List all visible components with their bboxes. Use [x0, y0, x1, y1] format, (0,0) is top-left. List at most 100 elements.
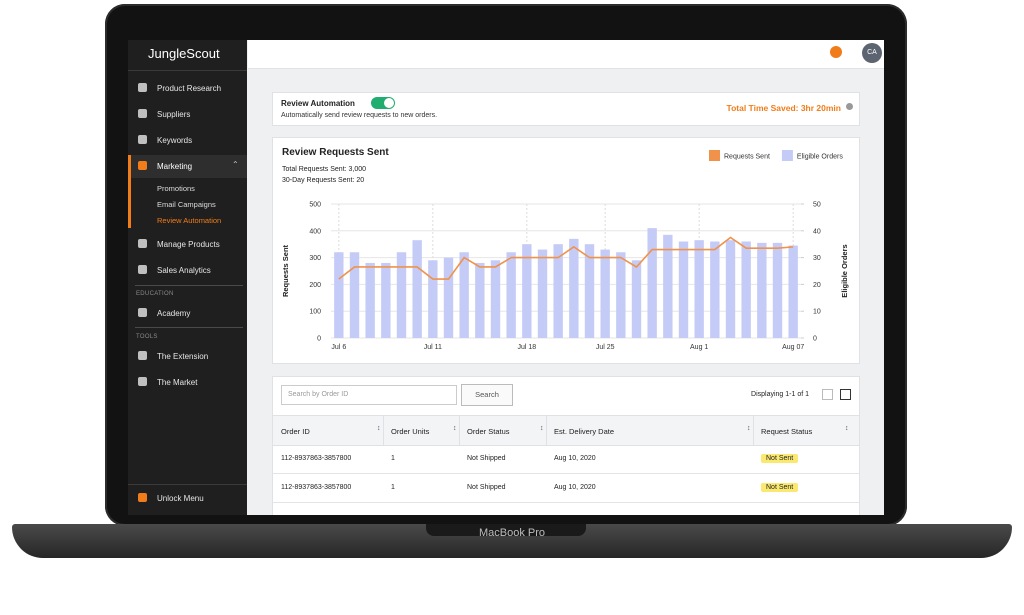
bar — [537, 249, 548, 338]
table-cell: 112-8937863-3857800 — [281, 455, 352, 462]
column-divider — [753, 416, 754, 445]
table-body: 112-8937863-3857800 1 Not Shipped Aug 10, 2… — [273, 445, 859, 515]
bar — [772, 242, 783, 338]
bar — [459, 252, 469, 338]
bar — [584, 244, 595, 338]
time-saved: Total Time Saved: 3hr 20min — [726, 103, 841, 113]
bar — [428, 260, 438, 338]
bar — [694, 240, 704, 338]
nav-item[interactable]: Marketing — [157, 162, 193, 171]
x-tick-label: Jul 11 — [424, 344, 442, 351]
avatar[interactable]: CA — [862, 43, 882, 63]
nav-item[interactable]: The Extension — [157, 352, 209, 361]
nav-item[interactable]: Suppliers — [157, 110, 191, 119]
orders-card: Search by Order ID Search Displaying 1-1… — [272, 376, 860, 515]
y-tick-label: 400 — [309, 228, 321, 235]
icon — [138, 493, 147, 502]
legend-swatch — [709, 150, 720, 161]
bar — [365, 262, 375, 338]
prev-page[interactable] — [822, 389, 833, 400]
y-tick-label: 500 — [309, 202, 321, 209]
sub-item[interactable]: Promotions — [157, 184, 195, 193]
table-cell: 1 — [391, 484, 395, 491]
search-button[interactable]: Search — [461, 384, 513, 406]
y2-tick-label: 40 — [813, 228, 821, 235]
y2-tick-label: 0 — [813, 336, 817, 343]
table-cell: Aug 10, 2020 — [554, 484, 596, 491]
bar — [412, 240, 422, 338]
next-page[interactable] — [840, 389, 851, 400]
x-tick-label: Aug 07 — [782, 344, 804, 351]
table-cell: 1 — [391, 455, 395, 462]
column-header[interactable]: Order Status — [467, 427, 510, 436]
sort-icon[interactable]: ↕ — [747, 425, 751, 432]
nav-item[interactable]: Academy — [157, 309, 191, 318]
bar — [443, 257, 454, 338]
legend-label: Requests Sent — [724, 154, 770, 161]
pagination: Displaying 1-1 of 1 — [751, 391, 809, 398]
table-cell: Not Shipped — [467, 455, 506, 462]
icon — [138, 109, 147, 118]
icon — [138, 239, 147, 248]
bar — [522, 244, 532, 338]
table-row: 112-8937863-3857800 1 Not Shipped Aug 10, 2… — [273, 474, 859, 503]
search-input[interactable]: Search by Order ID — [281, 385, 457, 405]
bar — [725, 240, 736, 338]
y-axis-title: Requests Sent — [281, 244, 290, 297]
bar — [569, 238, 579, 338]
chart-card: Review Requests Sent Total Requests Sent… — [272, 137, 860, 364]
table-header: Order ID ↕ Order Units ↕ Order Status ↕ Est. D… — [273, 415, 859, 446]
section-heading: TOOLS — [136, 334, 158, 340]
logo: JungleScout — [148, 46, 220, 61]
sort-icon[interactable]: ↕ — [377, 425, 381, 432]
legend-label: Eligible Orders — [797, 154, 843, 161]
active-bar — [128, 178, 131, 228]
nav-item[interactable]: Manage Products — [157, 240, 220, 249]
legend-swatch — [781, 150, 793, 161]
y-tick-label: 100 — [309, 309, 321, 316]
table-cell: 112-8937863-3857800 — [281, 484, 352, 491]
info-icon[interactable] — [846, 103, 853, 110]
divider — [128, 484, 247, 485]
column-header[interactable]: Order Units — [391, 427, 430, 436]
y-tick-label: 300 — [309, 255, 321, 262]
nav-item[interactable]: The Market — [157, 378, 198, 387]
bar — [678, 241, 689, 338]
nav-item[interactable]: Product Research — [157, 84, 222, 93]
nav-item[interactable]: Sales Analytics — [157, 266, 211, 275]
column-divider — [546, 416, 547, 445]
sub-item[interactable]: Review Automation — [157, 216, 222, 225]
x-tick-label: Jul 6 — [331, 344, 346, 351]
bar — [396, 252, 407, 338]
bar — [600, 249, 610, 338]
x-tick-label: Aug 1 — [690, 344, 708, 351]
bar — [647, 228, 657, 338]
bar — [741, 241, 751, 338]
icon — [138, 161, 147, 170]
sidebar: JungleScout Product Research Suppliers K… — [128, 40, 247, 515]
column-header[interactable]: Order ID — [281, 427, 310, 436]
sort-icon[interactable]: ↕ — [845, 425, 849, 432]
y2-tick-label: 30 — [813, 255, 821, 262]
column-divider — [383, 416, 384, 445]
screen: JungleScout Product Research Suppliers K… — [128, 40, 884, 515]
sub-item[interactable]: Email Campaigns — [157, 200, 216, 209]
column-header[interactable]: Est. Delivery Date — [554, 427, 615, 436]
active-item-bg — [128, 155, 247, 178]
bar — [616, 252, 626, 338]
y-tick-label: 0 — [317, 336, 321, 343]
sort-icon[interactable]: ↕ — [540, 425, 544, 432]
sort-icon[interactable]: ↕ — [453, 425, 457, 432]
bell[interactable] — [830, 46, 842, 58]
nav-item[interactable]: Keywords — [157, 136, 193, 145]
bar — [788, 245, 798, 338]
toggle[interactable] — [371, 97, 395, 109]
icon — [138, 377, 147, 386]
status-badge: Not Sent — [761, 454, 799, 463]
table-cell: Not Shipped — [467, 484, 506, 491]
icon — [138, 83, 147, 92]
nav-item[interactable]: Unlock Menu — [157, 494, 204, 503]
top-bar: CA — [248, 40, 884, 69]
column-header[interactable]: Request Status — [761, 427, 813, 436]
